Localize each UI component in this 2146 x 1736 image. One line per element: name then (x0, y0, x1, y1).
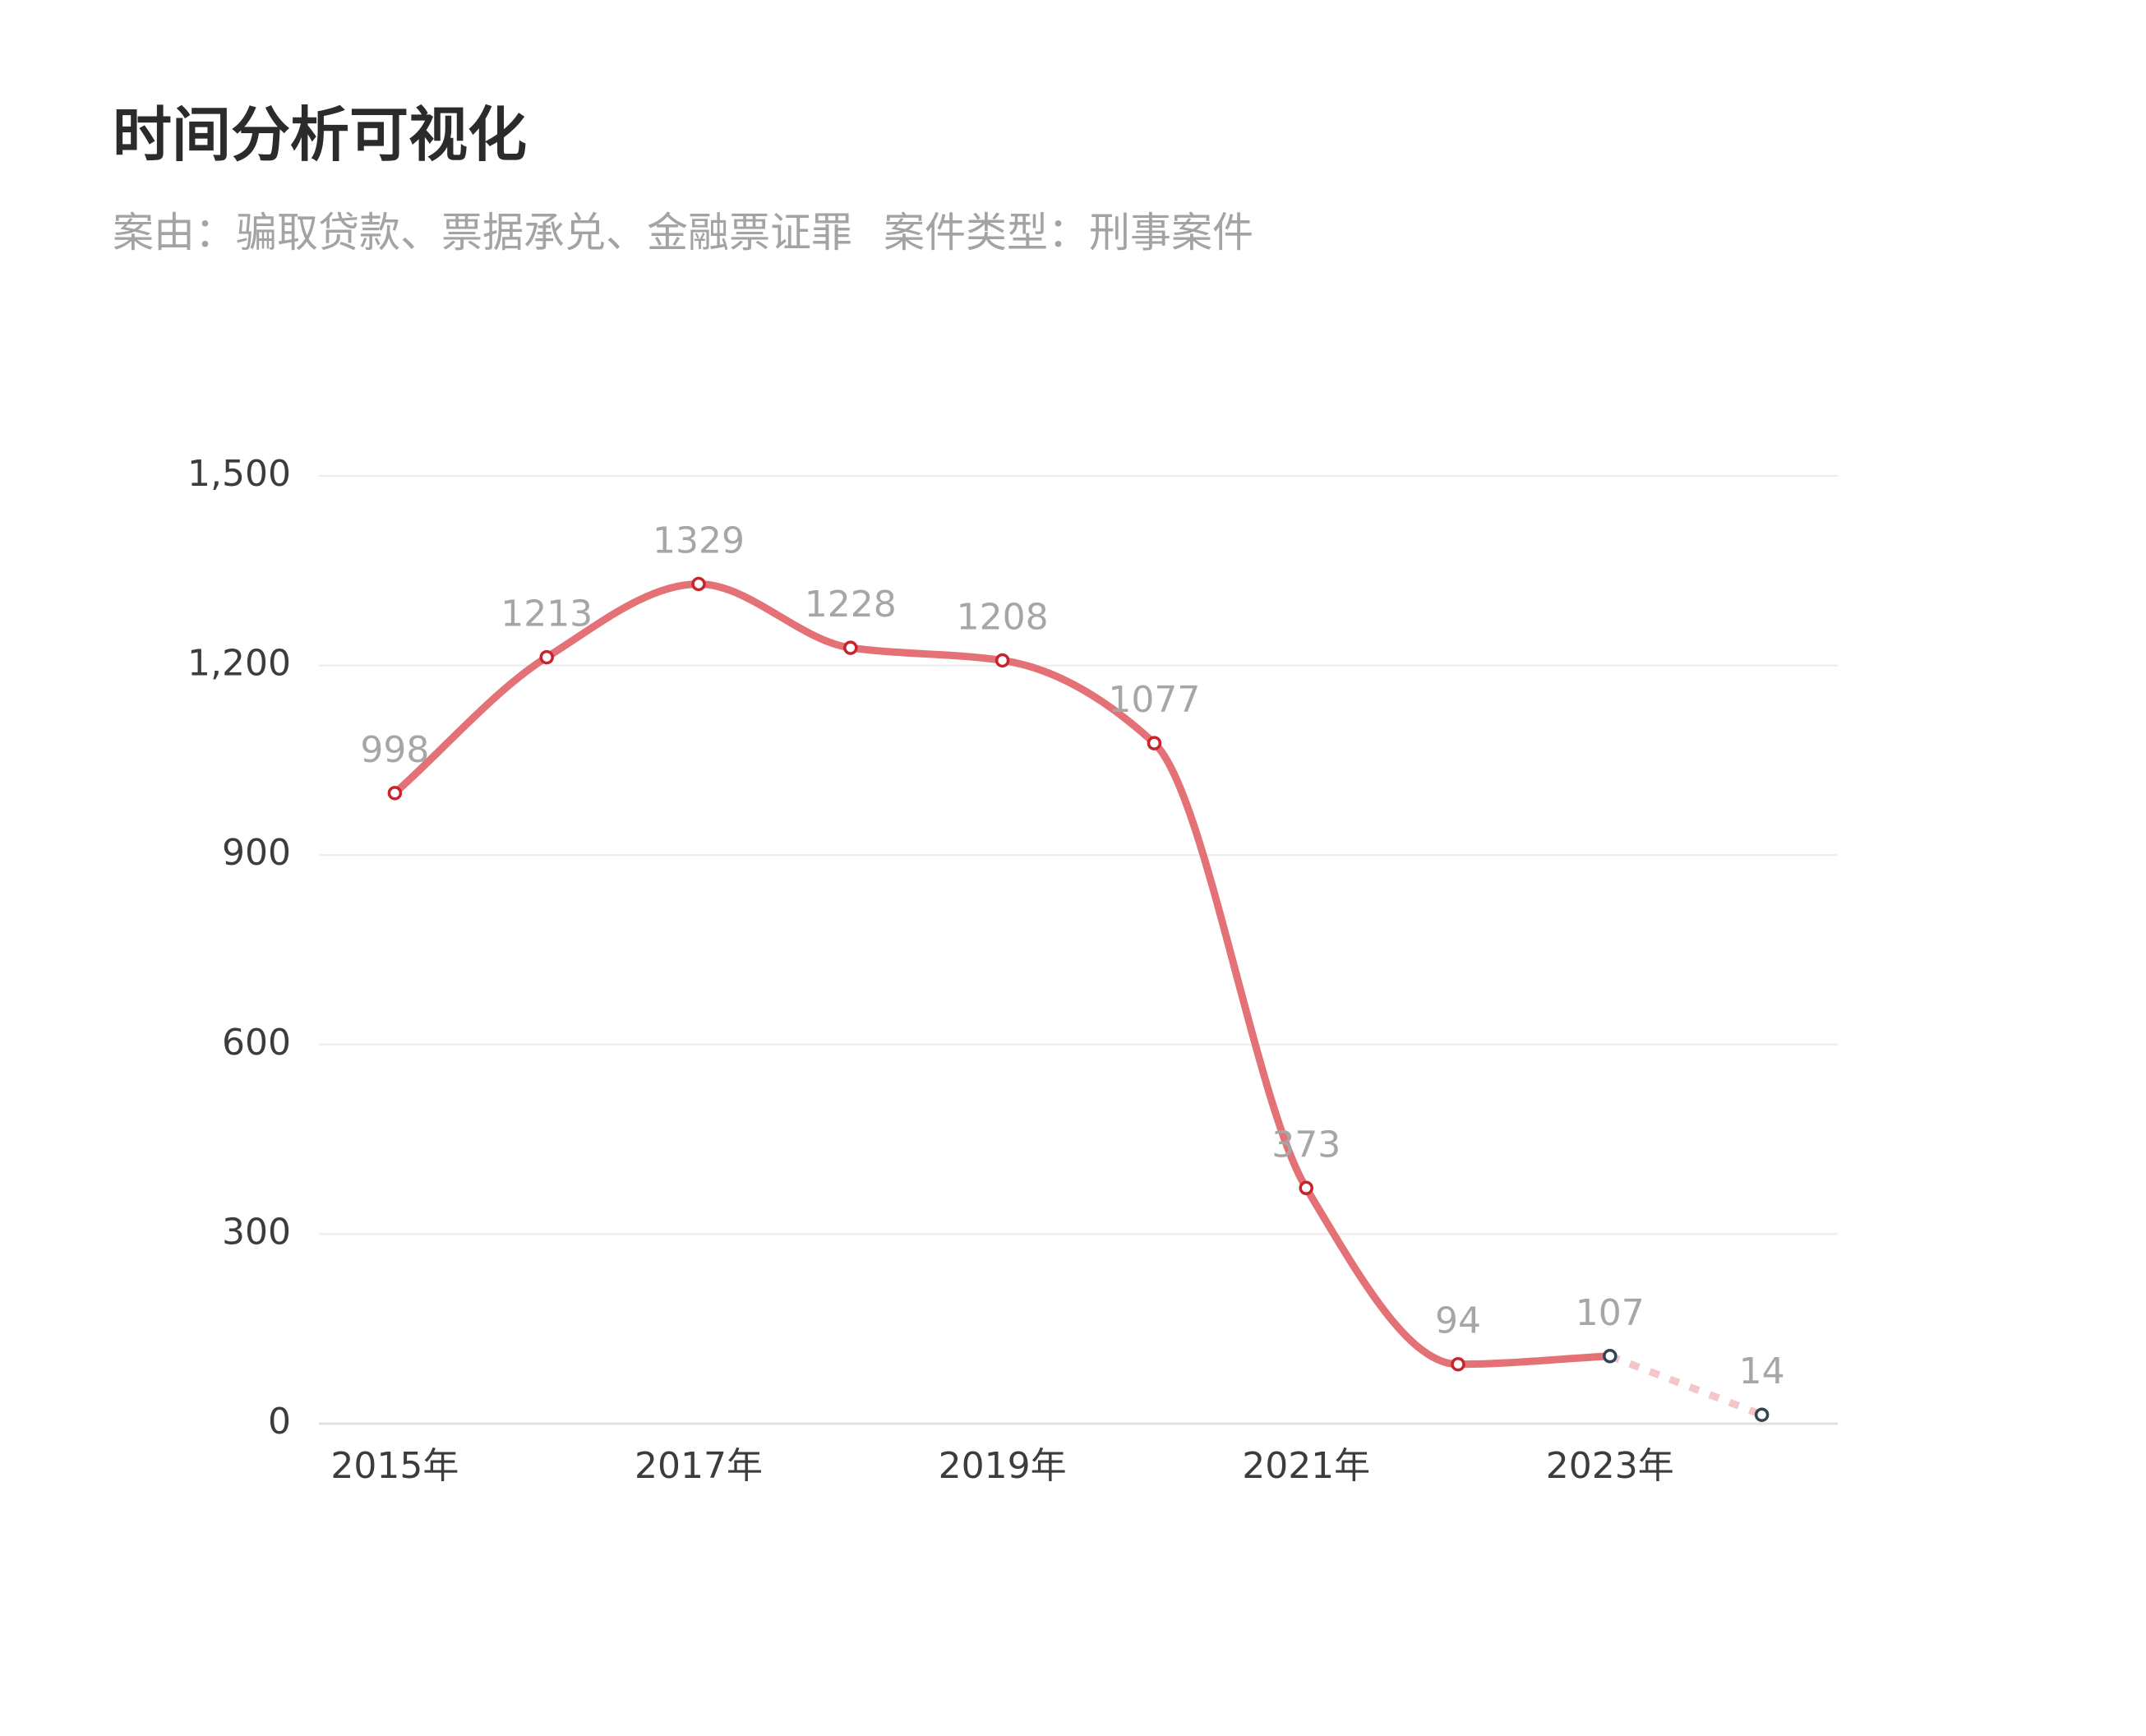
x-tick-label: 2019年 (939, 1445, 1067, 1487)
data-point (1299, 1180, 1313, 1196)
series-line (390, 579, 1614, 1369)
case-type: 案件类型：刑事案件 (884, 209, 1253, 256)
axes: 0 300 600 900 1,200 1,500 2015年 2017年 2019年 2021年… (187, 453, 1838, 1487)
data-label: 1329 (653, 519, 745, 561)
x-tick-label: 2015年 (330, 1445, 459, 1487)
y-tick-label: 0 (268, 1401, 291, 1443)
data-point (539, 649, 554, 665)
data-points (387, 576, 1770, 1422)
data-label: 94 (1435, 1300, 1481, 1342)
y-tick-label: 900 (222, 832, 291, 874)
y-tick-label: 300 (222, 1211, 291, 1253)
data-label: 1228 (805, 584, 897, 626)
x-tick-label: 2017年 (635, 1445, 763, 1487)
data-label: 1208 (957, 596, 1049, 638)
data-point (843, 640, 858, 655)
data-point (1754, 1407, 1770, 1422)
data-label: 373 (1271, 1124, 1341, 1166)
data-point (1603, 1349, 1618, 1364)
data-label: 14 (1739, 1350, 1785, 1392)
y-tick-label: 600 (222, 1022, 291, 1064)
page-title: 时间分析可视化 (113, 100, 528, 169)
y-tick-label: 1,500 (187, 453, 291, 495)
data-label: 1213 (501, 593, 593, 635)
data-label: 1077 (1108, 679, 1200, 721)
grid-lines (319, 475, 1838, 1235)
data-point (995, 653, 1010, 668)
data-point (1147, 736, 1162, 750)
y-tick-label: 1,200 (187, 643, 291, 685)
data-point (387, 786, 403, 801)
chart-subtitle: 案由：骗取贷款、票据承兑、金融票证罪 案件类型：刑事案件 (113, 212, 1253, 253)
data-labels: 998 1213 1329 1228 1208 1077 373 94 107 14 (360, 519, 1784, 1392)
x-tick-label: 2023年 (1546, 1445, 1674, 1487)
data-point (1451, 1356, 1465, 1372)
series-lines (390, 579, 1764, 1419)
data-point (691, 576, 706, 592)
data-label: 998 (360, 729, 429, 771)
case-cause: 案由：骗取贷款、票据承兑、金融票证罪 (113, 209, 852, 256)
data-label: 107 (1576, 1292, 1645, 1334)
x-tick-label: 2021年 (1242, 1445, 1370, 1487)
